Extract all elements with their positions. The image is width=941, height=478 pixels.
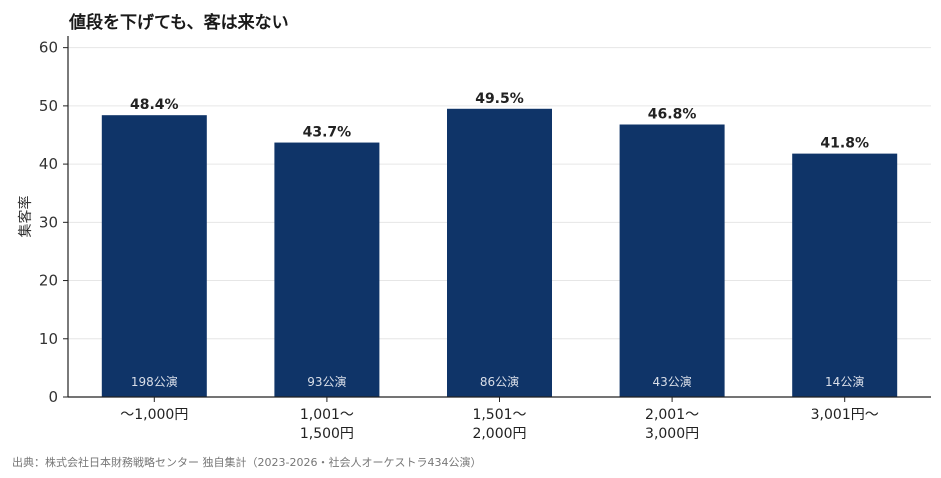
- count-label: 93公演: [307, 374, 346, 389]
- value-label: 49.5%: [475, 91, 524, 107]
- bar: [274, 142, 380, 397]
- x-tick-label: 3,000円: [645, 426, 699, 442]
- bar: [101, 115, 207, 397]
- y-tick-label: 30: [39, 213, 58, 231]
- axes: 0 10 20 30 40 50 60 集客率: [17, 36, 931, 406]
- y-tick-label: 0: [48, 388, 58, 406]
- source-note: 出典：株式会社日本財務戦略センター 独自集計（2023-2026・社会人オーケス…: [12, 456, 482, 469]
- x-tick-label: 3,001円〜: [811, 407, 879, 423]
- x-tick-label: 1,501〜: [472, 407, 526, 423]
- x-tick-label: 2,000円: [472, 426, 526, 442]
- bar: [619, 124, 725, 397]
- x-tick-label: 1,500円: [300, 426, 354, 442]
- bar: [447, 108, 552, 397]
- y-tick-label: 60: [39, 39, 58, 57]
- chart-title: 値段を下げても、客は来ない: [69, 13, 289, 33]
- value-label: 46.8%: [648, 107, 697, 123]
- y-tick-label: 50: [39, 97, 58, 115]
- count-label: 86公演: [480, 374, 519, 389]
- y-axis-label: 集客率: [17, 196, 34, 238]
- x-tick-label: 1,001〜: [300, 407, 354, 423]
- labels: 48.4% 198公演〜1,000円 43.7% 93公演 1,001〜 1,500円 49…: [120, 91, 878, 442]
- value-label: 41.8%: [820, 136, 869, 152]
- y-tick-label: 10: [39, 330, 58, 348]
- y-tick-label: 40: [39, 155, 58, 173]
- count-label: 14公演: [825, 374, 864, 389]
- value-label: 43.7%: [303, 125, 352, 141]
- count-label: 198公演: [131, 374, 178, 389]
- bar: [792, 153, 898, 397]
- x-tick-label: 2,001〜: [645, 407, 699, 423]
- bars: [101, 108, 898, 397]
- count-label: 43公演: [652, 374, 691, 389]
- value-label: 48.4%: [130, 97, 179, 113]
- y-tick-label: 20: [39, 272, 58, 290]
- x-tick-label: 〜1,000円: [120, 407, 188, 423]
